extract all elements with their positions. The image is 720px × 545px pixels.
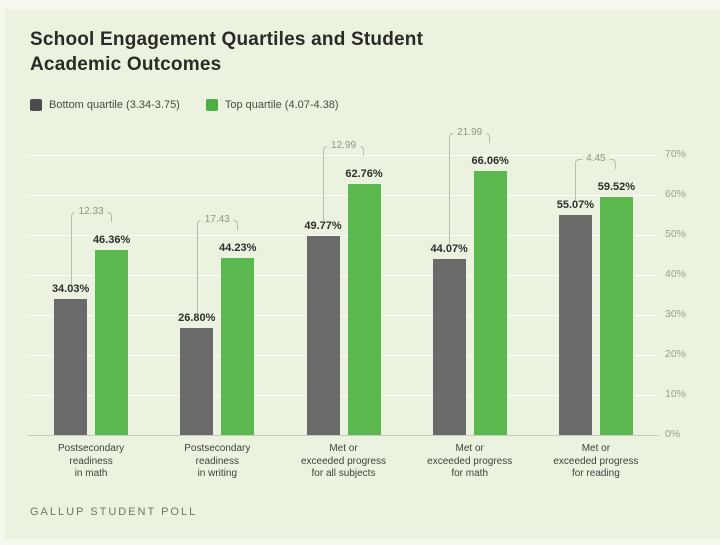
category-label: Met or exceeded progress for math [407, 443, 533, 481]
bar-top-quartile [473, 170, 507, 435]
diff-label: 21.99 [453, 126, 487, 138]
chart-legend: Bottom quartile (3.34-3.75) Top quartile… [30, 99, 339, 111]
category-label-line: readiness [195, 455, 239, 467]
gridline [28, 275, 659, 276]
diff-label: 12.33 [74, 205, 108, 217]
category-label-line: exceeded progress [300, 455, 387, 467]
bar-top-quartile [347, 183, 381, 435]
bar-value-label: 55.07% [556, 198, 595, 211]
category-label-line: Met or [329, 443, 358, 454]
diff-bracket: 12.99 [323, 139, 364, 221]
category-label-line: for reading [571, 468, 620, 479]
bar-value-label: 26.80% [178, 311, 216, 324]
page-title: School Engagement Quartiles and Student … [30, 27, 630, 77]
bracket-left-connector [70, 211, 80, 284]
y-axis-tick-label: 20% [665, 348, 687, 360]
y-axis-tick-label: 40% [665, 268, 687, 280]
bar-bottom-quartile [432, 258, 466, 435]
category-label-line: readiness [69, 455, 113, 467]
y-axis-tick-label: 50% [665, 228, 687, 240]
bar-value-label: 46.36% [92, 233, 131, 246]
category-label-line: Met or [581, 443, 611, 454]
bar-bottom-quartile [54, 298, 88, 435]
bracket-right-connector [607, 158, 617, 169]
y-axis-tick-label: 70% [665, 148, 687, 160]
page-title-line2: Academic Outcomes [30, 54, 222, 75]
category-label: Postsecondary readiness in math [28, 443, 154, 481]
diff-bracket: 4.45 [575, 152, 617, 200]
bar-value-label: 59.52% [597, 180, 636, 193]
category-label-line: in writing [197, 468, 238, 479]
page-title-line1: School Engagement Quartiles and Student [30, 29, 424, 50]
legend-swatch-top-quartile-icon [205, 99, 218, 111]
bar-value-label: 49.77% [304, 219, 342, 232]
gridline [28, 195, 659, 196]
bar-top-quartile [221, 258, 255, 435]
bar-chart: 0% 10% 20% 30% 40% 50% 60% 70% 34.03% 46.36% 12.33… [28, 125, 720, 479]
bar-value-label: 44.07% [430, 242, 468, 255]
axis-baseline [28, 435, 659, 436]
bar-bottom-quartile [558, 214, 592, 435]
legend-swatch-bottom-quartile-icon [30, 99, 42, 111]
category-label-line: for all subjects [311, 468, 376, 479]
diff-bracket: 21.99 [449, 126, 491, 244]
bar-value-label: 34.03% [51, 282, 90, 295]
gridline [28, 355, 659, 356]
diff-bracket: 12.33 [70, 205, 112, 284]
bar-value-label: 62.76% [345, 167, 383, 180]
source-label: GALLUP STUDENT POLL [30, 506, 198, 518]
bar-value-label: 44.23% [219, 242, 257, 255]
bracket-left-connector [323, 145, 332, 221]
category-label-line: for math [451, 468, 489, 479]
bracket-left-connector [196, 220, 206, 313]
legend-item-top-quartile: Top quartile (4.07-4.38) [205, 99, 339, 111]
gridline [28, 155, 659, 156]
category-label: Met or exceeded progress for reading [533, 443, 659, 481]
bar-top-quartile [95, 249, 129, 435]
y-axis-tick-label: 60% [665, 188, 687, 200]
legend-label-top-quartile: Top quartile (4.07-4.38) [224, 99, 339, 111]
category-label-line: Met or [455, 443, 484, 454]
bracket-left-connector [575, 158, 585, 200]
gridline [28, 315, 659, 316]
y-axis-tick-label: 30% [665, 308, 687, 320]
category-label: Met or exceeded progress for all subjects [281, 443, 407, 481]
bar-bottom-quartile [180, 327, 214, 435]
category-label: Postsecondary readiness in writing [154, 443, 280, 481]
category-label-line: Postsecondary [184, 443, 251, 454]
gridline [28, 235, 659, 236]
bracket-left-connector [449, 132, 459, 244]
y-axis-tick-label: 0% [665, 428, 681, 440]
diff-label: 17.43 [200, 214, 234, 226]
bar-bottom-quartile [306, 235, 340, 435]
diff-label: 4.45 [582, 152, 610, 164]
legend-label-bottom-quartile: Bottom quartile (3.34-3.75) [49, 99, 180, 111]
y-axis-tick-label: 10% [665, 388, 687, 400]
category-label-line: exceeded progress [553, 455, 639, 467]
bar-value-label: 66.06% [471, 154, 509, 167]
diff-label: 12.99 [326, 139, 361, 151]
category-label-line: in math [74, 468, 108, 479]
category-label-line: Postsecondary [58, 443, 125, 454]
category-label-line: exceeded progress [427, 455, 513, 467]
bar-top-quartile [599, 196, 633, 435]
diff-bracket: 17.43 [196, 214, 238, 313]
legend-item-bottom-quartile: Bottom quartile (3.34-3.75) [30, 99, 180, 111]
gridline [28, 395, 659, 396]
